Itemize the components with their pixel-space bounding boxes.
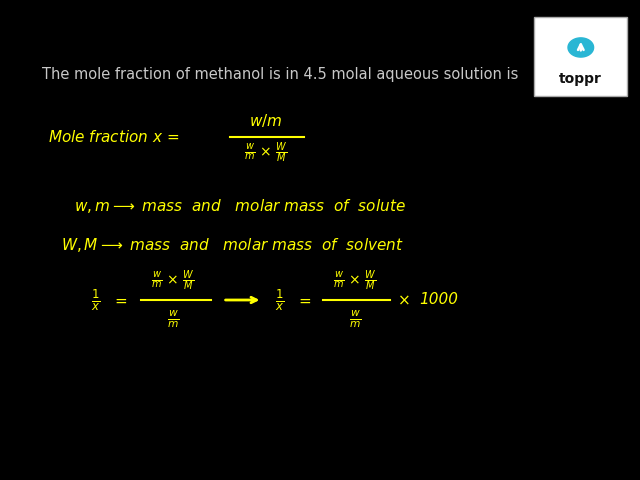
- Text: $w/m$: $w/m$: [249, 112, 282, 130]
- Text: The mole fraction of methanol is in 4.5 molal aqueous solution is: The mole fraction of methanol is in 4.5 …: [42, 67, 518, 82]
- Text: $w, m \longrightarrow$ mass  and   molar mass  of  solute: $w, m \longrightarrow$ mass and molar ma…: [74, 197, 405, 216]
- Text: 1000: 1000: [419, 292, 458, 308]
- Polygon shape: [568, 38, 594, 57]
- Text: Mole fraction $x$ =: Mole fraction $x$ =: [48, 129, 179, 145]
- Text: $\times$: $\times$: [397, 292, 410, 308]
- FancyBboxPatch shape: [534, 17, 627, 96]
- Text: $=$: $=$: [112, 292, 129, 308]
- Text: $=$: $=$: [296, 292, 312, 308]
- Text: $\frac{w}{m}$: $\frac{w}{m}$: [349, 309, 362, 330]
- Text: $\frac{w}{m}$: $\frac{w}{m}$: [166, 309, 179, 330]
- Text: $\frac{w}{m}$ $\times$ $\frac{W}{M}$: $\frac{w}{m}$ $\times$ $\frac{W}{M}$: [151, 269, 195, 293]
- Text: $\frac{w}{m}$ $\times$ $\frac{W}{M}$: $\frac{w}{m}$ $\times$ $\frac{W}{M}$: [244, 141, 287, 165]
- Text: $\frac{1}{x}$: $\frac{1}{x}$: [275, 288, 285, 312]
- Text: $W, M \longrightarrow$ mass  and   molar mass  of  solvent: $W, M \longrightarrow$ mass and molar ma…: [61, 236, 404, 254]
- Text: $\frac{w}{m}$ $\times$ $\frac{W}{M}$: $\frac{w}{m}$ $\times$ $\frac{W}{M}$: [333, 269, 377, 293]
- Text: toppr: toppr: [559, 72, 602, 86]
- Text: $\frac{1}{x}$: $\frac{1}{x}$: [91, 288, 101, 312]
